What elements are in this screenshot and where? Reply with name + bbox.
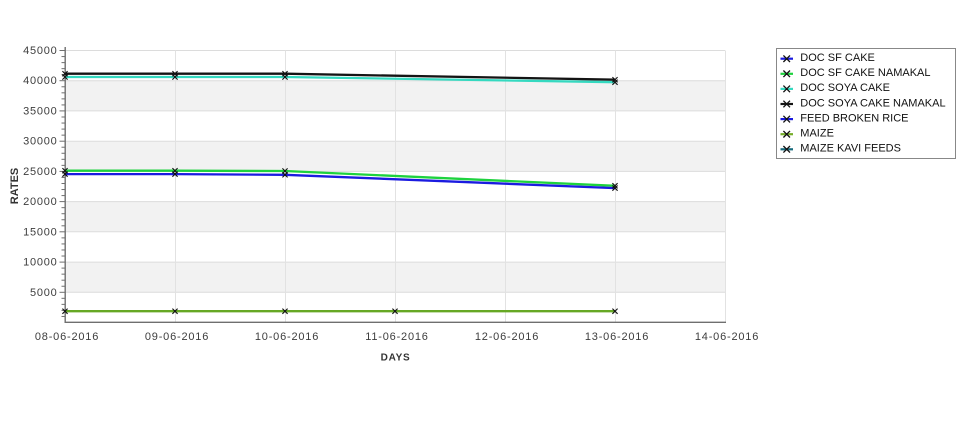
svg-text:12-06-2016: 12-06-2016 <box>475 331 539 343</box>
svg-text:DOC SOYA CAKE: DOC SOYA CAKE <box>800 82 890 94</box>
svg-text:45000: 45000 <box>23 45 57 57</box>
svg-text:30000: 30000 <box>23 136 57 148</box>
svg-text:15000: 15000 <box>23 226 57 238</box>
svg-text:5000: 5000 <box>30 287 57 299</box>
svg-text:35000: 35000 <box>23 105 57 117</box>
svg-text:MAIZE KAVI FEEDS: MAIZE KAVI FEEDS <box>800 143 901 155</box>
svg-text:FEED BROKEN RICE: FEED BROKEN RICE <box>800 112 908 124</box>
svg-text:13-06-2016: 13-06-2016 <box>585 331 649 343</box>
svg-text:DOC SF CAKE NAMAKAL: DOC SF CAKE NAMAKAL <box>800 67 930 79</box>
svg-text:10000: 10000 <box>23 257 57 269</box>
svg-text:DOC SOYA CAKE NAMAKAL: DOC SOYA CAKE NAMAKAL <box>800 97 945 109</box>
svg-text:25000: 25000 <box>23 166 57 178</box>
svg-text:RATES: RATES <box>9 168 21 204</box>
svg-text:20000: 20000 <box>23 196 57 208</box>
svg-text:DAYS: DAYS <box>381 353 411 364</box>
svg-text:11-06-2016: 11-06-2016 <box>365 331 428 343</box>
svg-text:DOC SF CAKE: DOC SF CAKE <box>800 52 875 64</box>
svg-text:14-06-2016: 14-06-2016 <box>695 331 759 343</box>
svg-text:MAIZE: MAIZE <box>800 128 834 140</box>
svg-text:08-06-2016: 08-06-2016 <box>35 331 99 343</box>
svg-text:09-06-2016: 09-06-2016 <box>145 331 209 343</box>
svg-text:10-06-2016: 10-06-2016 <box>255 331 319 343</box>
svg-text:40000: 40000 <box>23 75 57 87</box>
